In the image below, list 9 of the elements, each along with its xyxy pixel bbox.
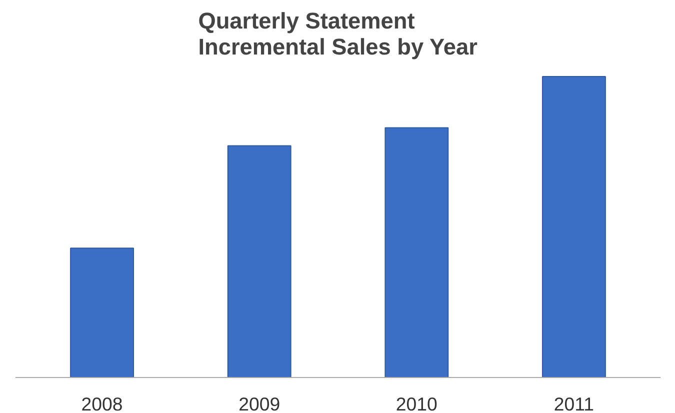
chart-title: Quarterly Statement Incremental Sales by Year: [198, 8, 478, 60]
x-tick-label: 2008: [81, 394, 123, 413]
x-tick-label: 2009: [238, 394, 280, 413]
bar: [542, 76, 606, 378]
x-tick-label: 2011: [554, 394, 594, 413]
bar: [227, 145, 292, 378]
bar: [384, 127, 449, 378]
bar: [70, 248, 134, 378]
x-tick-label: 2010: [396, 394, 438, 413]
